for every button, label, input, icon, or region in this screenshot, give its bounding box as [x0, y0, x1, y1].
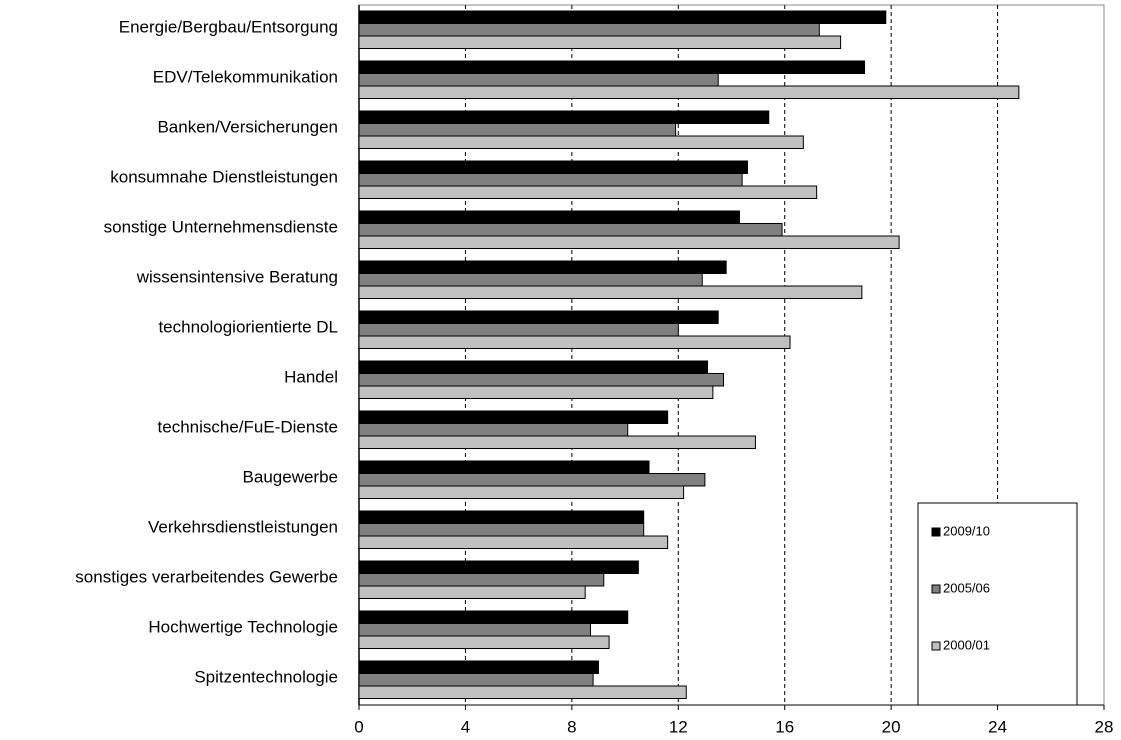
- bar: [358, 485, 685, 499]
- bar: [358, 460, 650, 474]
- bar: [358, 135, 804, 149]
- x-tick-label: 8: [567, 717, 576, 736]
- bar: [358, 373, 725, 387]
- bar: [358, 535, 669, 549]
- y-tick-label: Banken/Versicherungen: [157, 117, 338, 136]
- y-tick-label: Baugewerbe: [243, 467, 338, 486]
- x-tick-label: 16: [775, 717, 794, 736]
- bar: [358, 85, 1020, 99]
- legend-label: 2000/01: [943, 637, 990, 652]
- x-tick-label: 24: [988, 717, 1007, 736]
- y-tick-label: wissensintensive Beratung: [136, 267, 338, 286]
- bar: [358, 423, 629, 437]
- bar: [358, 610, 629, 624]
- y-tick-label: Hochwertige Technologie: [148, 617, 338, 636]
- bar: [358, 310, 719, 324]
- y-tick-label: Energie/Bergbau/Entsorgung: [119, 17, 338, 36]
- x-tick-label: 4: [461, 717, 470, 736]
- bar: [358, 635, 610, 649]
- bar: [358, 185, 818, 199]
- y-tick-label: Verkehrsdienstleistungen: [148, 517, 338, 536]
- x-tick-label: 0: [354, 717, 363, 736]
- bar: [358, 385, 714, 399]
- y-tick-label: technische/FuE-Dienste: [158, 417, 338, 436]
- y-tick-label: konsumnahe Dienstleistungen: [110, 167, 338, 186]
- legend-label: 2005/06: [943, 580, 990, 595]
- bar: [358, 435, 756, 449]
- legend-swatch: [931, 527, 941, 537]
- bar: [358, 173, 743, 187]
- bar: [358, 285, 863, 299]
- bar: [358, 523, 645, 537]
- bar: [358, 23, 820, 37]
- y-tick-label: technologiorientierte DL: [158, 317, 338, 336]
- bar: [358, 585, 586, 599]
- y-tick-label: EDV/Telekommunikation: [153, 67, 338, 86]
- y-tick-label: Handel: [284, 367, 338, 386]
- bar: [358, 510, 645, 524]
- x-tick-label: 28: [1095, 717, 1114, 736]
- bar: [358, 473, 706, 487]
- legend-swatch: [931, 641, 941, 651]
- bar: [358, 560, 639, 574]
- bar: [358, 160, 748, 174]
- bar: [358, 335, 791, 349]
- bar: [358, 660, 599, 674]
- bar: [358, 235, 900, 249]
- bar: [358, 73, 719, 87]
- bar: [358, 223, 783, 237]
- y-tick-label: Spitzentechnologie: [194, 667, 338, 686]
- bar: [358, 673, 594, 687]
- bar: [358, 35, 842, 49]
- bar: [358, 10, 887, 24]
- legend-box: [917, 502, 1078, 706]
- bar: [358, 60, 866, 74]
- legend-label: 2009/10: [943, 523, 990, 538]
- bar: [358, 410, 669, 424]
- x-tick-label: 12: [669, 717, 688, 736]
- y-tick-label: sonstige Unternehmensdienste: [104, 217, 338, 236]
- bar: [358, 623, 591, 637]
- bar: [358, 573, 605, 587]
- bar: [358, 323, 679, 337]
- y-tick-label: sonstiges verarbeitendes Gewerbe: [75, 567, 338, 586]
- bar: [358, 360, 709, 374]
- x-tick-label: 20: [882, 717, 901, 736]
- bar: [358, 110, 770, 124]
- bar: [358, 210, 740, 224]
- legend-swatch: [931, 584, 941, 594]
- bar: [358, 273, 703, 287]
- bar: [358, 123, 677, 137]
- bar: [358, 685, 687, 699]
- bar: [358, 260, 727, 274]
